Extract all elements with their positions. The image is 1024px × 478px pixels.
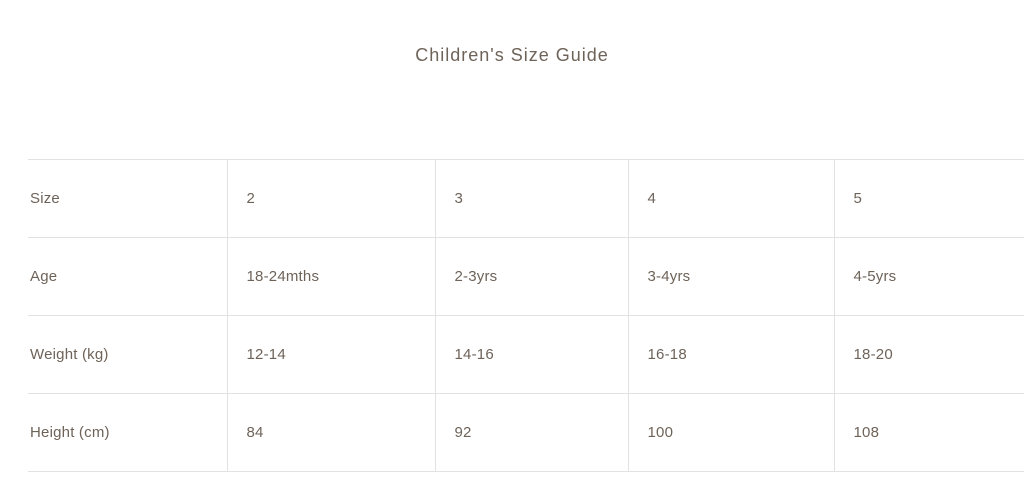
page-title: Children's Size Guide [415,45,609,65]
size-value-cell: 2 [226,159,436,238]
age-value-cell: 4-5yrs [833,237,1024,316]
table-row-age: Age 18-24mths 2-3yrs 3-4yrs 4-5yrs [28,237,1024,316]
size-guide-page: Children's Size Guide Size 2 3 4 5 Age 1… [0,45,1024,472]
weight-value-cell: 12-14 [226,315,436,394]
table-row-size: Size 2 3 4 5 [28,159,1024,238]
height-value-cell: 84 [226,393,436,472]
height-value-cell: 92 [434,393,629,472]
age-value-cell: 2-3yrs [434,237,629,316]
size-guide-table: Size 2 3 4 5 Age 18-24mths 2-3yrs 3-4yrs… [28,159,1024,472]
row-header-cell: Age [28,237,228,316]
age-value-cell: 18-24mths [226,237,436,316]
size-guide-table-body: Size 2 3 4 5 Age 18-24mths 2-3yrs 3-4yrs… [28,159,1024,472]
weight-value-cell: 14-16 [434,315,629,394]
row-header-cell: Weight (kg) [28,315,228,394]
row-header-cell: Size [28,159,228,238]
table-row-weight: Weight (kg) 12-14 14-16 16-18 18-20 [28,315,1024,394]
size-value-cell: 5 [833,159,1024,238]
height-value-cell: 100 [627,393,835,472]
size-value-cell: 3 [434,159,629,238]
weight-value-cell: 16-18 [627,315,835,394]
height-value-cell: 108 [833,393,1024,472]
age-value-cell: 3-4yrs [627,237,835,316]
weight-value-cell: 18-20 [833,315,1024,394]
table-row-height: Height (cm) 84 92 100 108 [28,393,1024,472]
size-value-cell: 4 [627,159,835,238]
row-header-cell: Height (cm) [28,393,228,472]
